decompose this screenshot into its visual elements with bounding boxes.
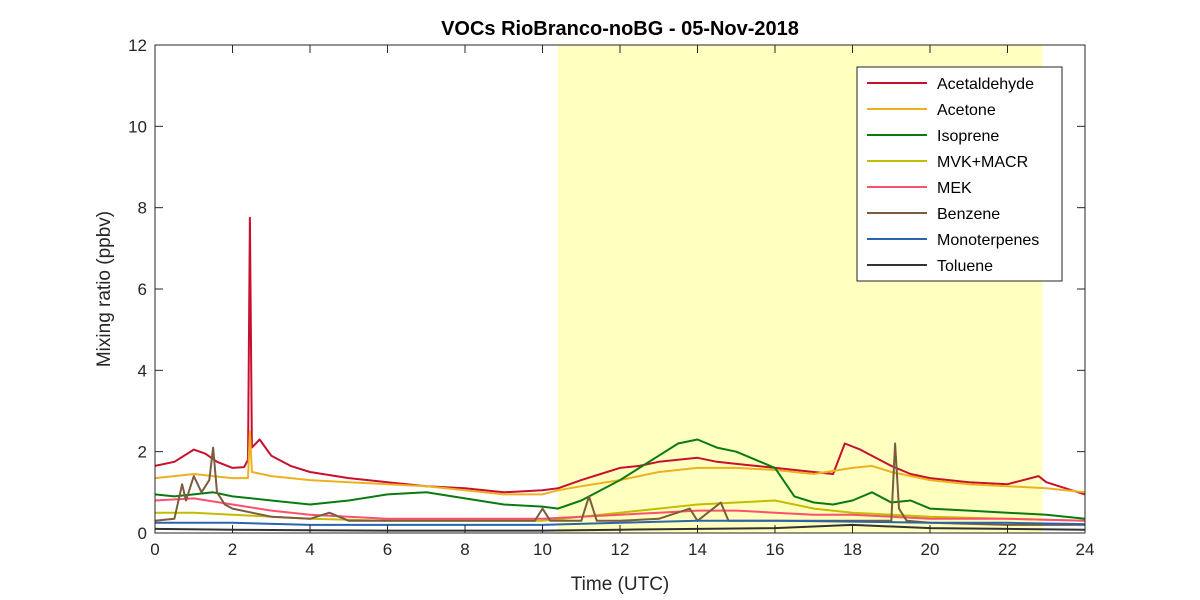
legend-label: Isoprene (937, 128, 999, 145)
series-line-isoprene (154, 438, 1086, 520)
y-tick-label: 0 (138, 524, 147, 543)
legend-label: Acetaldehyde (937, 76, 1034, 93)
chart-title: VOCs RioBranco-noBG - 05-Nov-2018 (441, 18, 799, 40)
y-tick-label: 10 (128, 117, 147, 136)
x-tick-label: 6 (383, 540, 392, 559)
x-tick-label: 14 (688, 540, 707, 559)
series-line-monoterpenes (155, 519, 1086, 526)
y-tick-label: 4 (138, 361, 147, 380)
x-tick-label: 16 (766, 540, 785, 559)
x-tick-label: 12 (611, 540, 630, 559)
legend-label: Toluene (937, 258, 993, 275)
legend: Acetaldehyde Acetone Isoprene MVK+MACR MEK Be… (856, 66, 1063, 282)
legend-label: MVK+MACR (937, 154, 1028, 171)
x-tick-label: 24 (1076, 540, 1095, 559)
series-line-mek (154, 497, 1086, 522)
legend-label: Acetone (937, 102, 996, 119)
x-tick-label: 20 (921, 540, 940, 559)
x-tick-label: 10 (533, 540, 552, 559)
x-tick-label: 8 (460, 540, 469, 559)
y-tick-label: 2 (138, 443, 147, 462)
y-axis-label: Mixing ratio (ppbv) (94, 211, 115, 367)
x-tick-label: 0 (150, 540, 159, 559)
x-tick-label: 4 (305, 540, 314, 559)
x-tick-label: 18 (843, 540, 862, 559)
legend-label: Benzene (937, 206, 1000, 223)
legend-label: MEK (937, 180, 972, 197)
series-line-benzene (154, 442, 1085, 526)
y-tick-label: 8 (138, 199, 147, 218)
legend-label: Monoterpenes (937, 232, 1039, 249)
series-line-acetone (154, 430, 1086, 496)
x-tick-label: 22 (998, 540, 1017, 559)
y-tick-label: 6 (138, 280, 147, 299)
series-line-acetaldehyde (154, 216, 1086, 496)
x-tick-label: 2 (228, 540, 237, 559)
x-axis-label: Time (UTC) (571, 574, 670, 595)
y-tick-label: 12 (128, 36, 147, 55)
legend-box (856, 66, 1063, 282)
